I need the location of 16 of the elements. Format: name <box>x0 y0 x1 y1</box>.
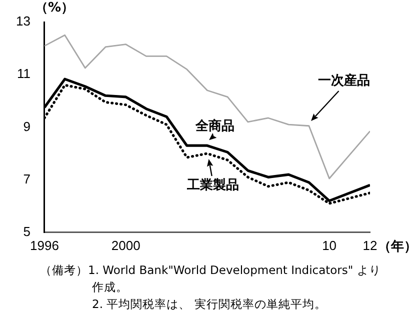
x-tick-label: 10 <box>322 238 337 253</box>
series-label: 全商品 <box>194 118 235 134</box>
x-tick-label: 1996 <box>30 238 59 253</box>
y-tick-label: 5 <box>23 224 30 239</box>
y-tick-label: 9 <box>23 118 30 134</box>
y-tick-label: 7 <box>23 171 30 186</box>
series-label: 工業製品 <box>186 178 240 193</box>
text: 一次産品 <box>318 72 370 88</box>
x-tick-label: 12 <box>362 238 378 253</box>
y-tick-label: 11 <box>16 66 30 82</box>
text: 2. 平均関税率は、 実行関税率の単純平均。 <box>91 296 328 313</box>
y-tick-label: 13 <box>16 14 30 29</box>
y-axis-title: （%） <box>34 0 74 16</box>
x-tick-label: 2000 <box>111 238 140 253</box>
text: （備考）1. World Bank"World Development Indicators" より作成。 <box>40 262 382 296</box>
x-axis-title: （年） <box>378 239 416 254</box>
